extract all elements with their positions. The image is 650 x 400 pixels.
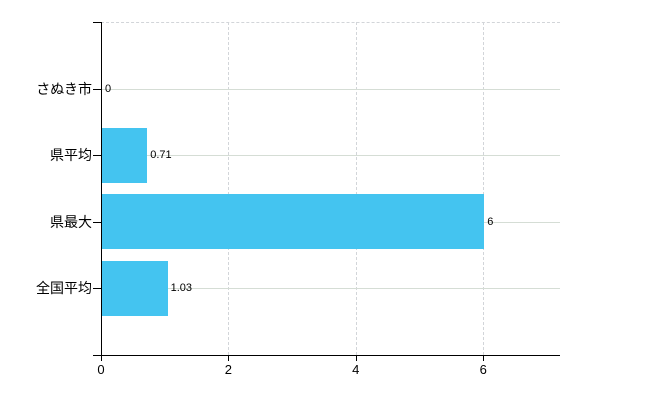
vertical-gridline bbox=[355, 22, 357, 355]
y-axis-tick bbox=[93, 221, 101, 223]
category-label-sanuki-shi: さぬき市 bbox=[36, 80, 92, 97]
bar-value-label: 0.71 bbox=[150, 149, 172, 162]
y-axis-tick bbox=[93, 288, 101, 290]
bar-value-label: 0 bbox=[105, 82, 112, 95]
x-axis-tick bbox=[483, 355, 485, 361]
category-label-ken-saidai: 県最大 bbox=[50, 213, 92, 230]
x-axis-tick bbox=[355, 355, 357, 361]
y-axis-tick bbox=[93, 22, 101, 23]
horizontal-gridline bbox=[101, 155, 560, 157]
vertical-gridline bbox=[483, 22, 485, 355]
horizontal-gridline bbox=[101, 88, 560, 90]
bar-ken-saidai bbox=[102, 194, 485, 250]
x-tick-label: 6 bbox=[479, 362, 487, 377]
x-tick-label: 4 bbox=[352, 362, 360, 377]
category-label-ken-heikin: 県平均 bbox=[50, 147, 92, 164]
x-tick-label: 0 bbox=[97, 362, 105, 377]
bar-ken-heikin bbox=[102, 127, 148, 183]
bar-value-label: 6 bbox=[487, 215, 494, 228]
x-axis-line bbox=[93, 355, 560, 356]
y-axis-line bbox=[101, 22, 102, 355]
x-tick-label: 2 bbox=[224, 362, 232, 377]
bar-zenkoku-heikin bbox=[102, 260, 168, 316]
plot-top-border bbox=[101, 22, 560, 23]
category-label-zenkoku-heikin: 全国平均 bbox=[36, 280, 92, 297]
horizontal-gridline bbox=[101, 288, 560, 290]
y-axis-tick bbox=[93, 88, 101, 90]
bar-value-label: 1.03 bbox=[170, 282, 193, 295]
vertical-gridline bbox=[228, 22, 230, 355]
y-axis-tick bbox=[93, 155, 101, 157]
x-axis-tick bbox=[101, 355, 102, 361]
x-axis-tick bbox=[228, 355, 230, 361]
